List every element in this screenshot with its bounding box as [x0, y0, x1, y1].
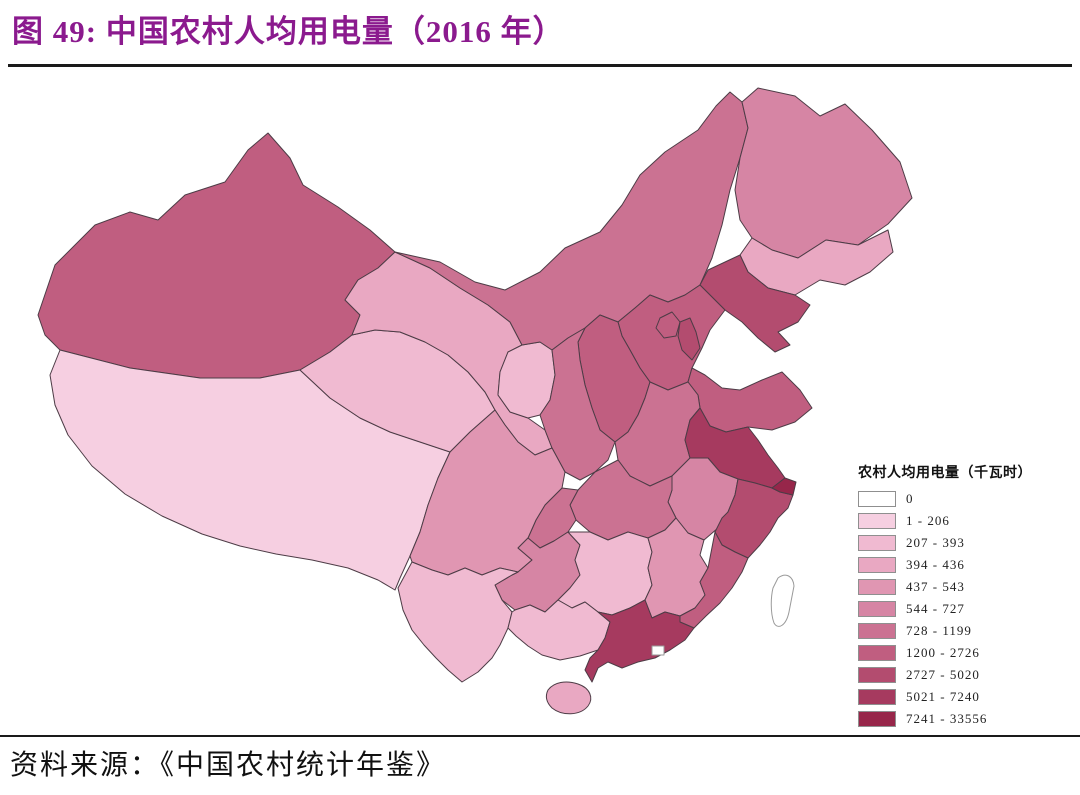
legend-swatch: [858, 491, 896, 507]
legend-row: 5021 - 7240: [858, 686, 1076, 708]
legend-items: 0 1 - 206 207 - 393 394 - 436 437 - 543 544 -…: [858, 488, 1076, 730]
title-divider-line: [8, 64, 1072, 67]
province-guangdong: [584, 599, 695, 683]
legend-swatch: [858, 535, 896, 551]
province-beijing: [655, 311, 681, 339]
legend-swatch: [858, 667, 896, 683]
legend-swatch: [858, 711, 896, 727]
legend-swatch: [858, 579, 896, 595]
legend-swatch: [858, 557, 896, 573]
province-fujian: [679, 531, 749, 629]
legend-swatch: [858, 689, 896, 705]
legend-row: 2727 - 5020: [858, 664, 1076, 686]
legend-label: 7241 - 33556: [906, 711, 988, 726]
province-shapes: [37, 87, 913, 715]
legend-swatch: [858, 645, 896, 661]
legend-row: 1200 - 2726: [858, 642, 1076, 664]
province-yunnan: [397, 561, 519, 683]
source-note: 资料来源：《中国农村统计年鉴》: [10, 750, 447, 781]
legend-label: 728 - 1199: [906, 623, 972, 638]
bottom-divider-line: [0, 735, 1080, 737]
legend-row: 394 - 436: [858, 554, 1076, 576]
province-hongkong: [651, 645, 665, 656]
legend-row: 1 - 206: [858, 510, 1076, 532]
legend-row: 437 - 543: [858, 576, 1076, 598]
legend-swatch: [858, 623, 896, 639]
legend-label: 1200 - 2726: [906, 645, 980, 660]
legend-row: 207 - 393: [858, 532, 1076, 554]
figure-title: 图 49: 中国农村人均用电量（2016 年）: [12, 14, 565, 49]
legend-label: 5021 - 7240: [906, 689, 980, 704]
legend-label: 0: [906, 491, 914, 506]
province-shanghai: [771, 477, 797, 496]
province-liaoning: [699, 254, 811, 353]
province-shaanxi: [539, 327, 616, 481]
province-xinjiang: [37, 132, 396, 379]
province-taiwan: [770, 574, 795, 627]
province-hainan: [545, 681, 592, 715]
legend-row: 728 - 1199: [858, 620, 1076, 642]
legend-label: 544 - 727: [906, 601, 965, 616]
map-legend: 农村人均用电量（千瓦时） 0 1 - 206 207 - 393 394 - 436 4…: [858, 462, 1076, 730]
legend-label: 1 - 206: [906, 513, 950, 528]
legend-title: 农村人均用电量（千瓦时）: [858, 466, 1032, 481]
legend-swatch: [858, 601, 896, 617]
legend-row: 544 - 727: [858, 598, 1076, 620]
legend-row: 7241 - 33556: [858, 708, 1076, 730]
province-guangxi: [507, 599, 611, 661]
legend-label: 394 - 436: [906, 557, 965, 572]
legend-label: 2727 - 5020: [906, 667, 980, 682]
legend-label: 207 - 393: [906, 535, 965, 550]
legend-label: 437 - 543: [906, 579, 965, 594]
legend-row: 0: [858, 488, 1076, 510]
province-neimenggu: [394, 91, 749, 351]
legend-swatch: [858, 513, 896, 529]
province-tianjin: [677, 317, 701, 361]
